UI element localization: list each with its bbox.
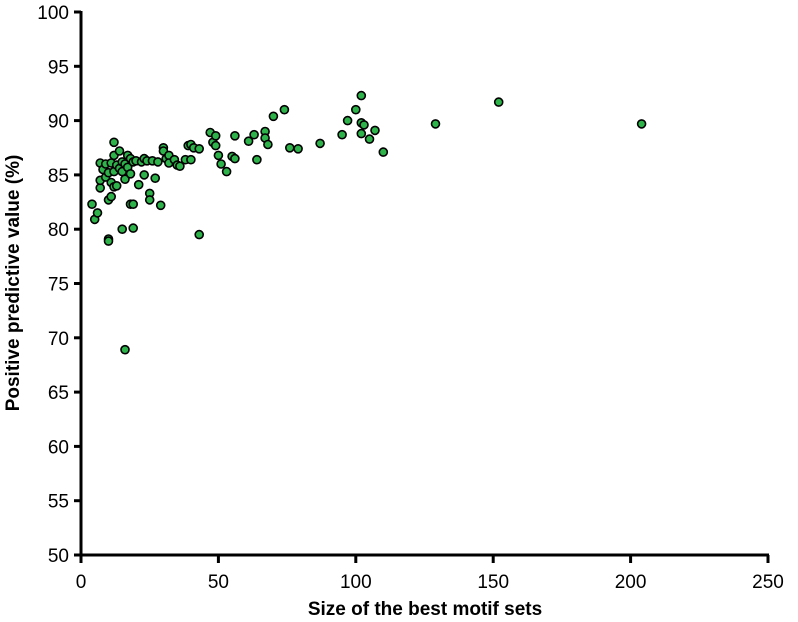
y-tick-label: 100 bbox=[37, 3, 69, 24]
y-tick-label: 95 bbox=[48, 57, 69, 78]
data-point bbox=[342, 115, 353, 126]
data-point bbox=[120, 174, 130, 184]
data-point bbox=[210, 131, 221, 141]
data-point bbox=[175, 161, 185, 171]
x-axis-ticks: 0 50 100 150 200 250 bbox=[76, 555, 784, 593]
data-point bbox=[133, 179, 144, 190]
x-tick-label: 50 bbox=[208, 572, 229, 593]
y-tick-label: 50 bbox=[48, 546, 69, 567]
y-tick-label: 80 bbox=[48, 220, 69, 241]
data-point bbox=[359, 120, 369, 130]
data-point bbox=[153, 157, 163, 167]
data-point bbox=[350, 104, 361, 115]
data-point bbox=[230, 131, 240, 141]
data-point bbox=[210, 140, 221, 151]
data-point bbox=[144, 195, 155, 205]
data-point bbox=[194, 144, 204, 154]
x-tick-label: 250 bbox=[752, 572, 784, 593]
data-point bbox=[279, 104, 290, 115]
data-point bbox=[194, 229, 204, 240]
data-point bbox=[103, 236, 114, 246]
data-point bbox=[293, 144, 303, 154]
y-tick-label: 85 bbox=[48, 166, 69, 187]
y-tick-label: 90 bbox=[48, 112, 69, 133]
data-point bbox=[263, 139, 273, 150]
data-point bbox=[109, 137, 119, 148]
data-point bbox=[150, 173, 160, 183]
data-point bbox=[155, 200, 166, 211]
x-tick-label: 200 bbox=[615, 572, 647, 593]
data-point bbox=[128, 199, 138, 209]
x-tick-label: 100 bbox=[340, 572, 372, 593]
axes bbox=[79, 11, 769, 557]
data-point bbox=[216, 159, 226, 169]
data-point bbox=[243, 136, 254, 146]
data-point bbox=[125, 169, 136, 179]
x-tick-label: 150 bbox=[477, 572, 509, 593]
data-points bbox=[87, 90, 647, 355]
y-tick-label: 70 bbox=[48, 329, 69, 350]
x-tick-label: 0 bbox=[76, 572, 87, 593]
data-point bbox=[139, 170, 149, 180]
data-point bbox=[356, 90, 367, 101]
y-axis-title: Positive predictive value (%) bbox=[3, 155, 24, 412]
data-point bbox=[284, 143, 295, 153]
data-point bbox=[315, 138, 325, 149]
data-point bbox=[378, 147, 389, 157]
data-point bbox=[106, 191, 116, 202]
data-point bbox=[221, 166, 232, 177]
data-point bbox=[186, 154, 196, 165]
data-point bbox=[114, 146, 125, 156]
data-point bbox=[87, 199, 97, 209]
data-point bbox=[356, 128, 367, 139]
data-point bbox=[230, 153, 240, 164]
x-axis-title: Size of the best motif sets bbox=[308, 599, 542, 620]
data-point bbox=[430, 119, 441, 129]
y-tick-label: 75 bbox=[48, 275, 69, 296]
data-point bbox=[111, 181, 122, 191]
data-point bbox=[636, 119, 647, 129]
data-point bbox=[213, 150, 224, 161]
data-point bbox=[493, 97, 504, 107]
y-tick-label: 60 bbox=[48, 437, 69, 458]
data-point bbox=[370, 125, 380, 136]
y-tick-label: 65 bbox=[48, 383, 69, 404]
data-point bbox=[92, 208, 103, 218]
y-axis-ticks: 50 55 60 65 70 75 80 85 90 95 100 bbox=[37, 3, 81, 567]
data-point bbox=[337, 129, 347, 140]
data-point bbox=[249, 129, 259, 140]
y-tick-label: 55 bbox=[48, 492, 69, 513]
data-point bbox=[117, 224, 127, 234]
data-point bbox=[120, 344, 130, 355]
data-point bbox=[268, 111, 279, 122]
data-point bbox=[128, 223, 138, 233]
data-point bbox=[252, 154, 262, 165]
data-point bbox=[364, 134, 375, 144]
